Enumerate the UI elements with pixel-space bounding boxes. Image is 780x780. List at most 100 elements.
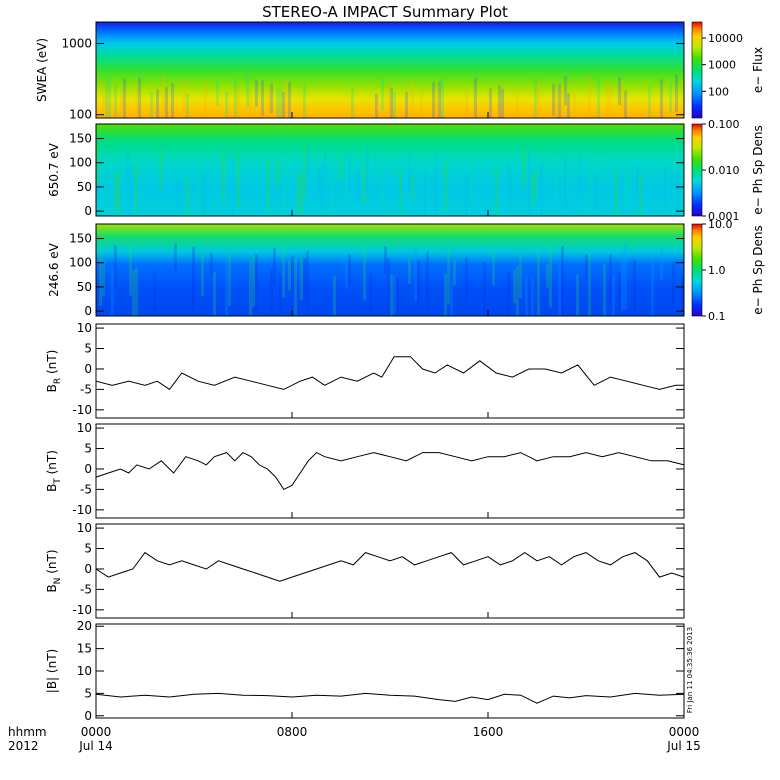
bn-ytick-label: 5 — [84, 542, 92, 556]
pad246-texture-strip — [348, 254, 351, 285]
swea-spectrogram-image — [96, 22, 684, 118]
swea-texture-strip — [660, 79, 663, 118]
swea-texture-strip — [597, 77, 600, 118]
pad650-colorbar — [691, 123, 703, 217]
pad650-texture-strip — [555, 155, 558, 201]
bmag-ytick-label: 10 — [77, 664, 92, 678]
pad246-ylabel: 246.6 eV — [47, 242, 61, 297]
bt-ylabel-unit: (nT) — [45, 450, 59, 478]
pad246-ytick-label: 50 — [77, 280, 92, 294]
pad650-texture-strip — [231, 156, 234, 216]
br-ytick-label: -5 — [80, 382, 92, 396]
pad246-texture-strip — [549, 244, 552, 308]
bmag-ytick-label: 20 — [77, 619, 92, 633]
swea-texture-strip — [285, 80, 288, 114]
swea-texture-strip — [618, 77, 621, 106]
panel-br: -10 -5 0 5 10 BR (nT) — [45, 321, 685, 419]
pad246-texture-strip — [525, 276, 528, 316]
swea-frame — [95, 21, 685, 119]
swea-texture — [95, 74, 685, 118]
swea-texture-strip — [606, 81, 609, 111]
x-tick-label: 1600 — [473, 725, 504, 739]
pad650-texture-strip — [339, 156, 342, 182]
pad246-texture-strip — [603, 263, 606, 316]
pad246-texture-strip — [228, 253, 231, 306]
bn-ytick-label: -10 — [72, 603, 92, 617]
pad650-texture-strip — [222, 151, 225, 204]
pad246-texture-strip — [447, 246, 450, 305]
pad650-texture-strip — [423, 169, 426, 216]
swea-texture-strip — [411, 79, 414, 118]
pad650-texture-strip — [276, 158, 279, 189]
x-tick-label: 0000 — [81, 725, 112, 739]
bt-ytick-label: -10 — [72, 503, 92, 517]
pad246-texture-strip — [483, 262, 486, 316]
pad650-texture-strip — [318, 168, 321, 198]
br-ytick-label: -10 — [72, 403, 92, 417]
plot-title: STEREO-A IMPACT Summary Plot — [262, 3, 508, 21]
swea-texture-strip — [441, 79, 444, 118]
bmag-ylabel-main: |B| — [45, 677, 59, 693]
pad246-texture-strip — [519, 254, 522, 299]
pad650-ytick-label: 0 — [84, 204, 92, 218]
pad246-texture-strip — [516, 265, 519, 316]
x-tick-date: Jul 15 — [666, 739, 701, 753]
swea-texture-strip — [282, 91, 285, 118]
swea-texture-strip — [474, 77, 477, 118]
swea-texture-strip — [156, 89, 159, 118]
swea-texture-strip — [246, 75, 249, 108]
pad650-frame — [95, 123, 685, 217]
swea-cbar-tick-label: 1000 — [708, 59, 736, 72]
pad650-texture-strip — [282, 153, 285, 216]
pad650-texture-strip — [297, 171, 300, 213]
swea-texture-strip — [621, 81, 624, 111]
pad650-ytick-label: 150 — [69, 132, 92, 146]
pad246-texture-strip — [396, 277, 399, 316]
pad246-texture-strip — [369, 273, 372, 316]
pad246-frame — [95, 223, 685, 317]
pad246-texture-strip — [282, 243, 285, 298]
pad650-texture-strip — [663, 163, 666, 208]
pad246-texture-strip — [558, 262, 561, 316]
swea-texture-strip — [489, 88, 492, 118]
bt-ytick-label: 10 — [77, 421, 92, 435]
pad246-texture-strip — [624, 243, 627, 310]
bt-frame — [95, 423, 685, 519]
pad650-texture-strip — [105, 146, 108, 215]
pad650-texture-strip — [96, 143, 99, 188]
pad650-texture-strip — [321, 161, 324, 210]
pad246-spectrogram-image — [96, 224, 684, 316]
swea-texture-strip — [276, 88, 279, 118]
panel-bn: -10 -5 0 5 10 BN (nT) — [45, 521, 685, 619]
br-ytick-label: 0 — [84, 362, 92, 376]
swea-texture-strip — [537, 81, 540, 118]
spectrogram-pad246: 246.6 eV 0 50 100 150 0.1 1.0 10.0 e− Ph Sp D… — [47, 218, 765, 323]
bmag-frame — [95, 623, 685, 719]
swea-texture-strip — [438, 81, 441, 118]
pad650-texture-strip — [495, 167, 498, 216]
pad650-texture-strip — [345, 155, 348, 205]
pad650-texture-strip — [681, 168, 684, 216]
pad650-texture-strip — [204, 170, 207, 216]
swea-texture-strip — [534, 79, 537, 118]
swea-colorbar-axis: 100 1000 10000 — [702, 32, 743, 98]
spectrogram-pad650: 650.7 eV 0 50 100 150 0.001 0.010 0.100 e− Ph… — [47, 118, 765, 223]
br-ytick-label: 5 — [84, 342, 92, 356]
pad246-texture-strip — [345, 261, 348, 289]
swea-ytick-label: 1000 — [61, 36, 92, 50]
bn-series-line — [95, 551, 685, 582]
bn-ytick-label: 10 — [77, 521, 92, 535]
swea-texture-strip — [351, 87, 354, 118]
bmag-ytick-label: 0 — [84, 709, 92, 723]
x-tick-label: 0800 — [277, 725, 308, 739]
pad650-cbar-tick-label: 0.001 — [708, 210, 740, 223]
pad650-texture-strip — [357, 169, 360, 204]
pad650-texture-strip — [324, 147, 327, 179]
pad650-texture-strip — [201, 175, 204, 213]
pad246-cbar-tick-label: 0.1 — [708, 310, 726, 323]
pad650-texture-strip — [636, 164, 639, 198]
creation-stamp: Fri Jan 11 04:35:36 2013 — [686, 627, 694, 713]
pad650-texture-strip — [237, 154, 240, 209]
swea-cbar-tick-label: 10000 — [708, 32, 743, 45]
